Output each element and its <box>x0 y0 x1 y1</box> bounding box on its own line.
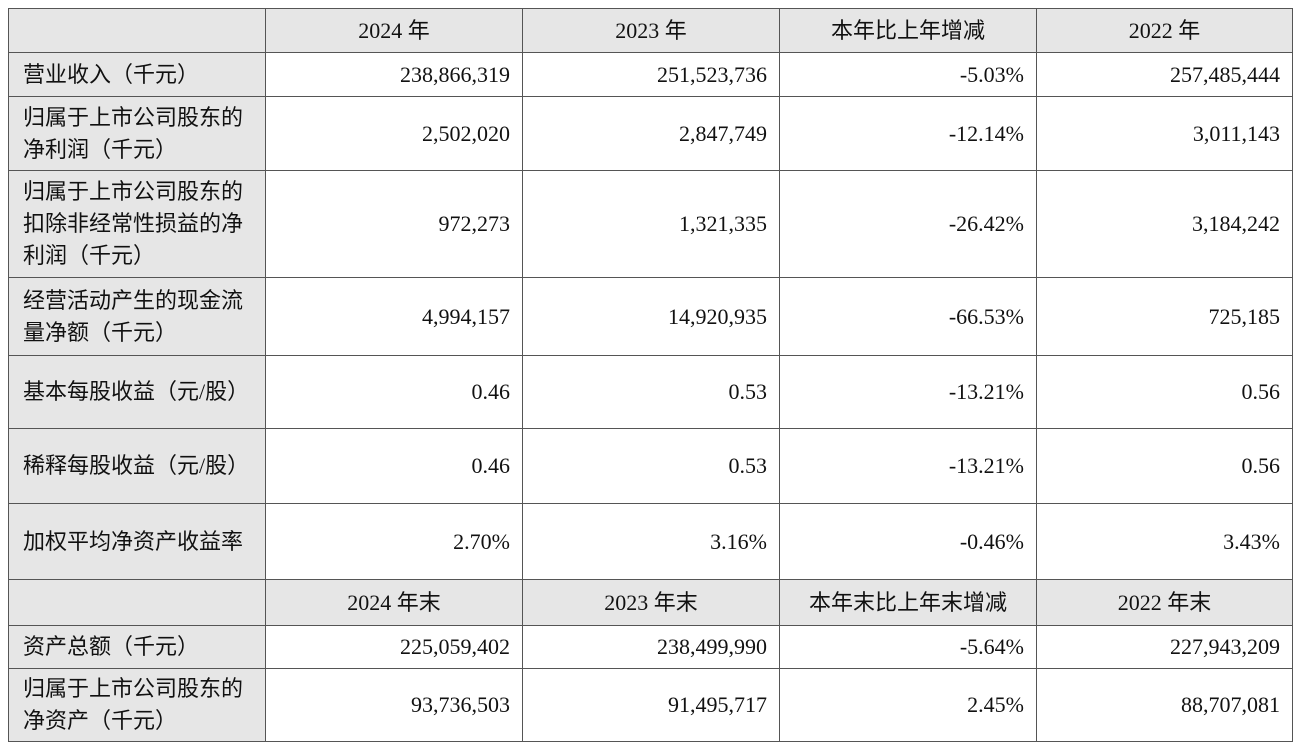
row-label: 资产总额（千元） <box>8 625 266 669</box>
row-label: 经营活动产生的现金流量净额（千元） <box>8 277 266 356</box>
value-cell: -5.03% <box>779 52 1037 97</box>
value-cell: -66.53% <box>779 277 1037 356</box>
value-cell: -12.14% <box>779 96 1037 171</box>
value-cell: 0.56 <box>1036 428 1293 504</box>
value-cell: 3.16% <box>522 503 780 580</box>
value-cell: -26.42% <box>779 170 1037 278</box>
data-row: 归属于上市公司股东的扣除非经常性损益的净利润（千元） 972,273 1,321,3… <box>8 170 1293 278</box>
value-cell: 0.56 <box>1036 355 1293 429</box>
value-cell: 3,184,242 <box>1036 170 1293 278</box>
row-label: 营业收入（千元） <box>8 52 266 97</box>
value-cell: -0.46% <box>779 503 1037 580</box>
value-cell: 4,994,157 <box>265 277 523 356</box>
value-cell: 0.53 <box>522 355 780 429</box>
row-label: 加权平均净资产收益率 <box>8 503 266 580</box>
row-label: 基本每股收益（元/股） <box>8 355 266 429</box>
value-cell: 88,707,081 <box>1036 668 1293 742</box>
data-row: 基本每股收益（元/股） 0.46 0.53 -13.21% 0.56 <box>8 355 1293 429</box>
data-row: 加权平均净资产收益率 2.70% 3.16% -0.46% 3.43% <box>8 503 1293 580</box>
data-row: 稀释每股收益（元/股） 0.46 0.53 -13.21% 0.56 <box>8 428 1293 504</box>
value-cell: -5.64% <box>779 625 1037 669</box>
value-cell: 238,499,990 <box>522 625 780 669</box>
header-cell: 本年末比上年末增减 <box>779 579 1037 626</box>
row-label: 归属于上市公司股东的净资产（千元） <box>8 668 266 742</box>
value-cell: 227,943,209 <box>1036 625 1293 669</box>
value-cell: -13.21% <box>779 428 1037 504</box>
header-cell <box>8 579 266 626</box>
value-cell: 91,495,717 <box>522 668 780 742</box>
value-cell: 2,847,749 <box>522 96 780 171</box>
value-cell: -13.21% <box>779 355 1037 429</box>
value-cell: 2.45% <box>779 668 1037 742</box>
header-cell: 2024 年 <box>265 8 523 53</box>
value-cell: 725,185 <box>1036 277 1293 356</box>
header-cell: 本年比上年增减 <box>779 8 1037 53</box>
value-cell: 3.43% <box>1036 503 1293 580</box>
row-label: 归属于上市公司股东的净利润（千元） <box>8 96 266 171</box>
header-row: 2024 年末 2023 年末 本年末比上年末增减 2022 年末 <box>8 579 1293 626</box>
value-cell: 0.46 <box>265 428 523 504</box>
data-row: 营业收入（千元） 238,866,319 251,523,736 -5.03% 257,… <box>8 52 1293 97</box>
row-label: 归属于上市公司股东的扣除非经常性损益的净利润（千元） <box>8 170 266 278</box>
value-cell: 3,011,143 <box>1036 96 1293 171</box>
header-cell: 2023 年 <box>522 8 780 53</box>
value-cell: 2.70% <box>265 503 523 580</box>
data-row: 归属于上市公司股东的净利润（千元） 2,502,020 2,847,749 -12.1… <box>8 96 1293 171</box>
value-cell: 1,321,335 <box>522 170 780 278</box>
value-cell: 0.46 <box>265 355 523 429</box>
value-cell: 2,502,020 <box>265 96 523 171</box>
value-cell: 225,059,402 <box>265 625 523 669</box>
header-cell: 2023 年末 <box>522 579 780 626</box>
value-cell: 238,866,319 <box>265 52 523 97</box>
header-cell: 2022 年末 <box>1036 579 1293 626</box>
header-cell <box>8 8 266 53</box>
value-cell: 251,523,736 <box>522 52 780 97</box>
data-row: 归属于上市公司股东的净资产（千元） 93,736,503 91,495,717 2.4… <box>8 668 1293 742</box>
value-cell: 972,273 <box>265 170 523 278</box>
header-cell: 2022 年 <box>1036 8 1293 53</box>
value-cell: 93,736,503 <box>265 668 523 742</box>
financial-table: 2024 年 2023 年本年比上年增减 2022 年营业收入（千元） 238,866… <box>8 8 1293 742</box>
data-row: 资产总额（千元） 225,059,402 238,499,990 -5.64% 227,… <box>8 625 1293 669</box>
value-cell: 14,920,935 <box>522 277 780 356</box>
header-row: 2024 年 2023 年本年比上年增减 2022 年 <box>8 8 1293 53</box>
value-cell: 0.53 <box>522 428 780 504</box>
value-cell: 257,485,444 <box>1036 52 1293 97</box>
row-label: 稀释每股收益（元/股） <box>8 428 266 504</box>
header-cell: 2024 年末 <box>265 579 523 626</box>
data-row: 经营活动产生的现金流量净额（千元） 4,994,157 14,920,935 -66.… <box>8 277 1293 356</box>
